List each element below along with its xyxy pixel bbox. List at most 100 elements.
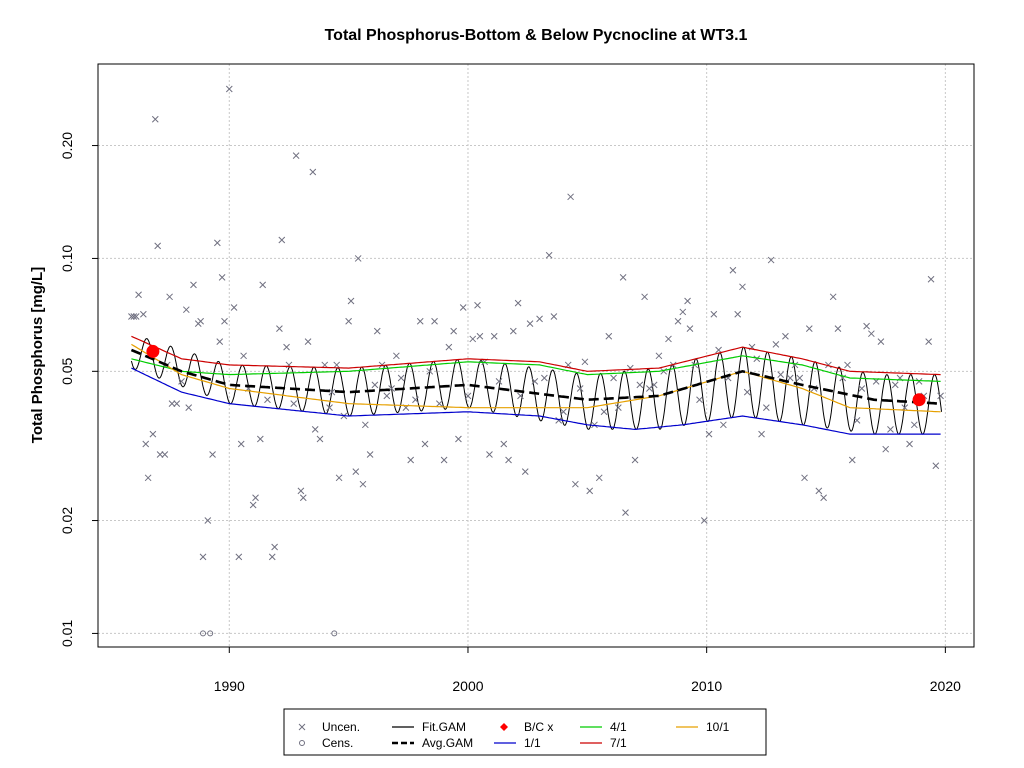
uncensored-point xyxy=(326,404,333,412)
legend-1-1: 1/1 xyxy=(524,736,541,750)
uncensored-point xyxy=(605,332,613,340)
uncensored-point xyxy=(416,317,424,325)
uncensored-point xyxy=(283,343,290,351)
avg-gam-line xyxy=(130,348,941,405)
uncensored-point xyxy=(796,374,804,382)
uncensored-point xyxy=(550,313,558,320)
uncensored-point xyxy=(555,416,563,424)
legend-uncensored: Uncen. xyxy=(322,720,360,734)
uncensored-point xyxy=(256,435,264,443)
legend-diamond-symbol xyxy=(500,723,508,731)
uncensored-point xyxy=(925,338,933,345)
uncensored-point xyxy=(139,310,147,318)
uncensored-point xyxy=(225,85,233,93)
uncensored-point xyxy=(264,396,271,404)
uncensored-point xyxy=(252,494,259,502)
uncensored-point xyxy=(297,487,305,495)
uncensored-point xyxy=(595,474,603,482)
y-tick-label: 0.10 xyxy=(59,245,75,272)
uncensored-point xyxy=(710,310,718,318)
x-tick-label: 1990 xyxy=(214,678,245,694)
uncensored-point xyxy=(820,494,827,502)
uncensored-point xyxy=(440,456,448,464)
uncensored-point xyxy=(600,408,608,416)
uncensored-point xyxy=(221,317,228,325)
uncensored-point xyxy=(431,317,438,325)
uncensored-point xyxy=(240,352,247,360)
uncensored-point xyxy=(500,440,508,448)
uncensored-point xyxy=(636,381,644,389)
uncensored-point xyxy=(237,440,245,448)
legend-10-1: 10/1 xyxy=(706,720,730,734)
uncensored-point xyxy=(858,385,866,392)
uncensored-point xyxy=(352,468,360,476)
uncensored-point xyxy=(435,400,443,407)
uncensored-point xyxy=(182,306,190,314)
uncensored-point xyxy=(887,426,894,433)
uncensored-point xyxy=(586,487,594,495)
uncensored-point xyxy=(517,392,524,400)
y-tick-label: 0.01 xyxy=(59,620,75,647)
uncensored-point xyxy=(641,293,648,301)
censored-point xyxy=(207,630,214,637)
uncensored-point xyxy=(863,322,870,330)
uncensored-point xyxy=(882,445,890,453)
uncensored-point xyxy=(505,456,512,464)
uncensored-point xyxy=(927,275,935,283)
uncensored-point xyxy=(426,367,434,375)
uncensored-point xyxy=(655,352,663,360)
uncensored-point xyxy=(271,543,278,551)
uncensored-point xyxy=(304,338,312,345)
uncensored-point xyxy=(705,430,713,438)
uncensored-point xyxy=(567,193,574,201)
uncensored-point xyxy=(791,361,799,369)
y-tick-label: 0.05 xyxy=(59,357,75,384)
uncensored-point xyxy=(335,474,343,482)
uncensored-point xyxy=(665,335,672,343)
uncensored-point xyxy=(591,421,598,429)
uncensored-point xyxy=(777,371,785,378)
uncensored-point xyxy=(154,242,162,250)
uncensored-point xyxy=(135,291,142,299)
uncensored-point xyxy=(190,281,197,289)
uncensored-point xyxy=(290,400,298,407)
x-tick-label: 2010 xyxy=(691,678,722,694)
uncensored-point xyxy=(156,451,164,458)
uncensored-point xyxy=(829,293,837,301)
y-axis-label: Total Phosphorus [mg/L] xyxy=(29,267,46,443)
legend-censored: Cens. xyxy=(322,736,353,750)
legend-fit-gam: Fit.GAM xyxy=(422,720,466,734)
uncensored-point xyxy=(619,274,627,281)
uncensored-point xyxy=(166,293,173,301)
uncensored-point xyxy=(469,335,477,343)
uncensored-point xyxy=(276,325,283,332)
uncensored-point xyxy=(877,338,885,345)
uncensored-point xyxy=(772,341,780,348)
uncensored-point xyxy=(407,456,415,464)
seasonal-lines-layer xyxy=(130,335,941,435)
chart-title: Total Phosphorus-Bottom & Below Pycnocli… xyxy=(325,27,748,44)
uncensored-point xyxy=(686,325,694,332)
uncensored-point xyxy=(347,297,355,305)
uncensored-point xyxy=(476,332,484,340)
uncensored-point xyxy=(782,332,789,340)
uncensored-point xyxy=(149,430,157,438)
bc-point xyxy=(912,393,926,407)
legend-avg-gam: Avg.GAM xyxy=(422,736,473,750)
uncensored-point xyxy=(684,297,691,305)
uncensored-point xyxy=(622,509,629,516)
uncensored-point xyxy=(844,361,851,369)
legend: Uncen. Cens. Fit.GAM Avg.GAM B/C x 1/1 4/1 7/1 1… xyxy=(283,708,767,756)
bc-point xyxy=(146,344,160,358)
uncensored-point xyxy=(366,451,374,458)
uncensored-point xyxy=(521,468,529,476)
uncensored-point xyxy=(762,404,770,412)
uncensored-point xyxy=(626,364,634,372)
uncensored-point xyxy=(560,408,567,416)
uncensored-point xyxy=(767,256,775,264)
uncensored-point xyxy=(173,400,181,407)
uncensored-point xyxy=(910,421,918,429)
uncensored-point xyxy=(490,332,498,340)
uncensored-point xyxy=(130,313,138,320)
uncensored-point xyxy=(359,480,367,488)
